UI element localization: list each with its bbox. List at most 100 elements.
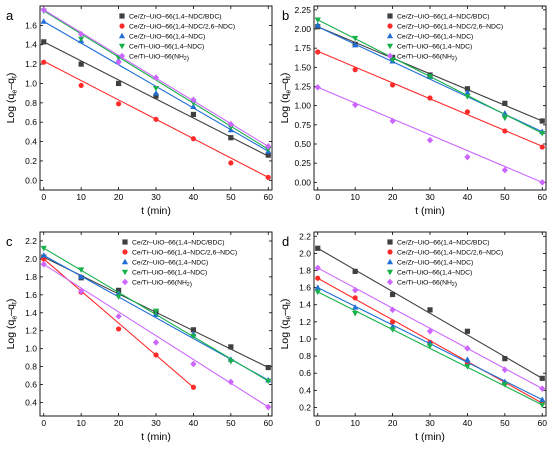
y-tick-label: 0.25 — [294, 158, 311, 168]
data-point — [502, 356, 508, 362]
legend-label: Ce/Ti–UiO–66(NH2) — [132, 280, 192, 289]
y-tick-label: 0.6 — [25, 380, 37, 390]
panel-d: d 0 10 20 30 40 50 60 0.2 0.4 0.6 0.8 1.0 1.2 1.4 1.6 1.… — [279, 231, 547, 443]
x-axis-label: t (min) — [141, 205, 171, 217]
y-tick-label: 1.6 — [25, 290, 37, 300]
legend-marker — [119, 13, 125, 19]
y-tick-label: 2.2 — [25, 236, 37, 246]
legend-label: Ce/Ti–UiO–66(1,4–NDC) — [397, 44, 472, 51]
data-point — [78, 273, 85, 280]
x-tick-label: 10 — [350, 192, 360, 202]
x-tick-label: 20 — [114, 192, 124, 202]
data-point — [153, 93, 159, 99]
legend-label: Ce/Ti–UiO–66(NH2) — [397, 280, 457, 289]
data-point — [314, 21, 321, 28]
y-tick-label: 0.2 — [25, 156, 37, 166]
data-point — [227, 124, 234, 131]
legend-label: Ce/Zr–UiO–66(1,4–NDC/BDC) — [132, 240, 225, 247]
data-point — [78, 61, 84, 67]
x-tick-label: 40 — [189, 192, 199, 202]
legend-marker — [387, 23, 393, 29]
x-axis-label: t (min) — [415, 205, 445, 217]
fit-line — [43, 247, 269, 382]
data-point — [153, 352, 159, 358]
data-point — [389, 306, 396, 314]
data-point — [426, 74, 434, 80]
legend-label: Ce/Zr–UiO–66(1,4–NDC) — [129, 34, 205, 41]
legend-label: Ce/Ti–UiO–66(1,4–NDC) — [132, 270, 207, 277]
x-tick-label: 0 — [41, 192, 46, 202]
data-point — [78, 267, 85, 273]
legend-label: Ce/Zr–UiO–66(1,4–NDC/2,6–NDC) — [397, 24, 503, 31]
data-point — [464, 328, 471, 334]
legend-label: Ce/Zr–UiO–66(1,4–NDC/BDC) — [129, 14, 222, 21]
legend-label: Ce/Ti–UiO–66(1,4–NDC) — [129, 44, 204, 51]
data-point — [352, 41, 359, 48]
legend-marker — [122, 249, 128, 255]
data-point — [265, 152, 271, 158]
x-tick-label: 50 — [226, 192, 236, 202]
legend-marker — [387, 239, 393, 245]
y-tick-label: 1.2 — [25, 326, 37, 336]
data-point — [314, 289, 321, 296]
legend-label: Ce/Zr–UiO–66(1,4–NDC) — [397, 260, 473, 267]
data-point — [227, 378, 234, 386]
data-point — [115, 80, 122, 87]
panel-letter: d — [282, 234, 289, 249]
y-tick-label: 0.6 — [299, 368, 311, 378]
y-tick-label: 1.6 — [299, 283, 311, 293]
y-tick-label: 0.6 — [25, 117, 37, 127]
x-tick-label: 10 — [76, 192, 86, 202]
y-tick-label: 1.2 — [299, 317, 311, 327]
y-tick-label: 1.8 — [25, 272, 37, 282]
x-tick-label: 10 — [76, 418, 86, 428]
legend-label: Ce/Ti–UiO–66(NH2) — [397, 54, 457, 63]
x-tick-label: 20 — [388, 418, 398, 428]
y-tick-label: 2.0 — [25, 254, 37, 264]
data-point — [464, 356, 471, 362]
data-point — [464, 345, 471, 352]
panel-a: a 0 10 20 30 40 50 60 0.0 0.2 0.4 0.6 0.8 1.0 1.2 1.4 1.… — [5, 5, 273, 217]
data-point — [426, 136, 434, 144]
data-point — [502, 100, 508, 106]
data-point — [427, 307, 433, 313]
legend-marker — [386, 52, 394, 60]
data-point — [539, 118, 545, 124]
data-point — [315, 245, 321, 251]
x-tick-label: 40 — [463, 418, 473, 428]
y-axis-label: Log (qe–qt) — [5, 299, 19, 350]
data-point — [501, 166, 508, 174]
y-tick-label: 0.4 — [299, 385, 311, 395]
y-tick-label: 1.75 — [294, 43, 311, 53]
data-point — [352, 304, 359, 310]
data-point — [228, 160, 234, 166]
legend-marker — [121, 258, 129, 265]
legend-marker — [386, 32, 394, 39]
x-axis-label: t (min) — [415, 431, 445, 443]
legend-label: Ce/Zr–UiO–66(1,4–NDC) — [397, 34, 473, 41]
legend-marker — [386, 269, 394, 276]
data-point — [501, 382, 508, 388]
legend-label: Ce/Zr–UiO–66(1,4–NDC/BDC) — [397, 240, 490, 247]
fit-line — [317, 86, 543, 183]
x-axis-label: t (min) — [141, 431, 171, 443]
data-point — [352, 311, 359, 317]
legend-label: Ce/Zr–UiO–66(1,4–NDC/2,6–NDC) — [397, 250, 503, 257]
y-tick-label: 0.2 — [299, 402, 311, 412]
y-tick-label: 1.25 — [294, 82, 311, 92]
x-tick-label: 0 — [315, 418, 320, 428]
data-point — [265, 143, 272, 150]
legend-marker — [386, 258, 394, 265]
data-point — [115, 313, 122, 320]
data-point — [314, 284, 321, 290]
data-point — [389, 291, 396, 298]
data-point — [501, 115, 508, 122]
data-point — [314, 17, 321, 23]
y-tick-label: 1.0 — [25, 344, 37, 354]
data-point — [40, 6, 47, 14]
data-point — [464, 94, 471, 100]
x-tick-label: 20 — [114, 418, 124, 428]
y-tick-label: 0.50 — [294, 139, 311, 149]
y-tick-label: 2.2 — [299, 231, 311, 241]
y-tick-label: 1.00 — [294, 101, 311, 111]
